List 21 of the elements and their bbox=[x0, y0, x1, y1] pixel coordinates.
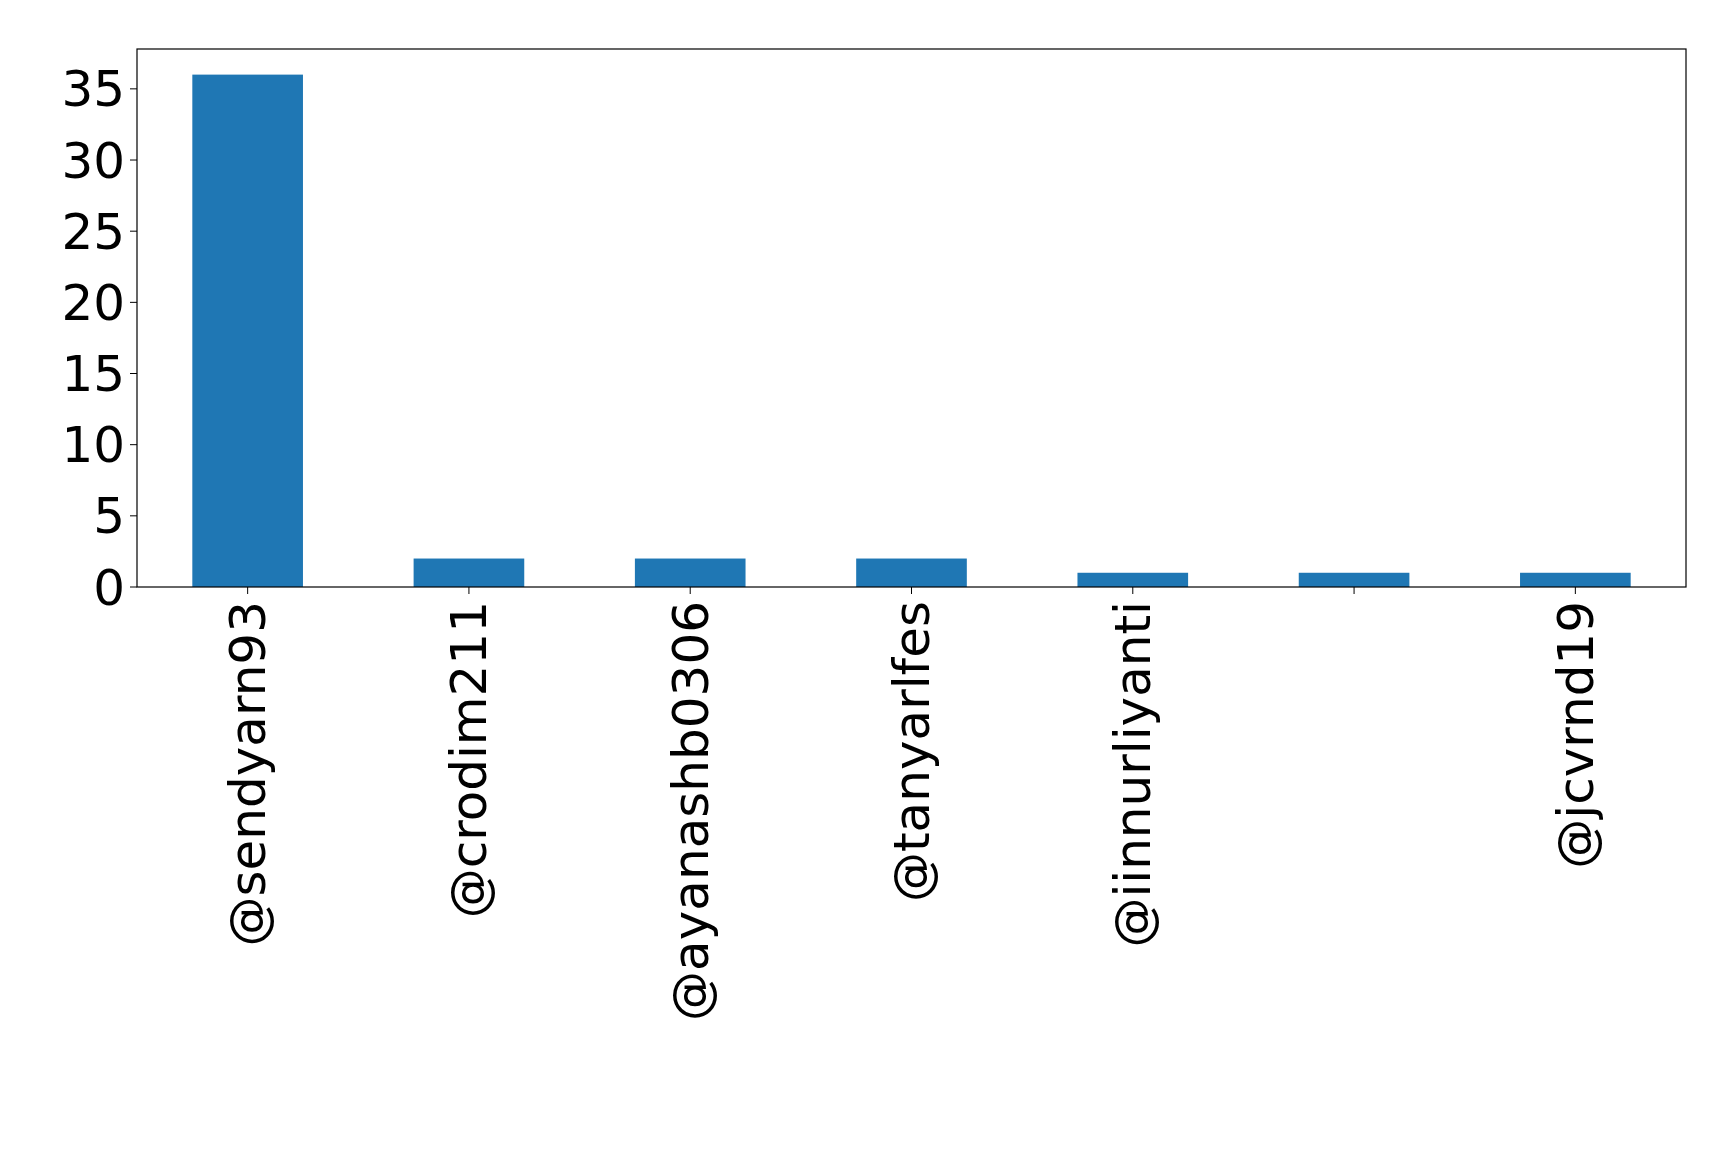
bar bbox=[1520, 572, 1631, 587]
bar bbox=[634, 558, 746, 587]
x-tick-label: @iinnurliyanti bbox=[1104, 601, 1163, 948]
bar bbox=[1077, 572, 1189, 587]
y-tick-label: 5 bbox=[93, 487, 125, 546]
x-tick-label: @ayanashb0306 bbox=[661, 601, 720, 1021]
x-tick-label: @crodim211 bbox=[440, 601, 499, 919]
x-tick-label: @sendyarn93 bbox=[219, 601, 278, 947]
bar bbox=[1298, 572, 1410, 587]
x-tick-label: @jcvrnd19 bbox=[1546, 601, 1605, 869]
y-tick-label: 15 bbox=[61, 345, 125, 404]
y-tick-label: 10 bbox=[61, 416, 125, 475]
bar bbox=[192, 74, 303, 587]
x-tick-label: @tanyarlfes bbox=[883, 601, 941, 903]
y-tick-label: 35 bbox=[61, 60, 125, 119]
bar bbox=[413, 558, 525, 587]
y-tick-label: 25 bbox=[61, 202, 125, 261]
y-tick-label: 0 bbox=[93, 558, 125, 617]
bar bbox=[856, 558, 967, 587]
y-tick-label: 20 bbox=[61, 273, 125, 332]
y-tick-label: 30 bbox=[61, 131, 125, 190]
